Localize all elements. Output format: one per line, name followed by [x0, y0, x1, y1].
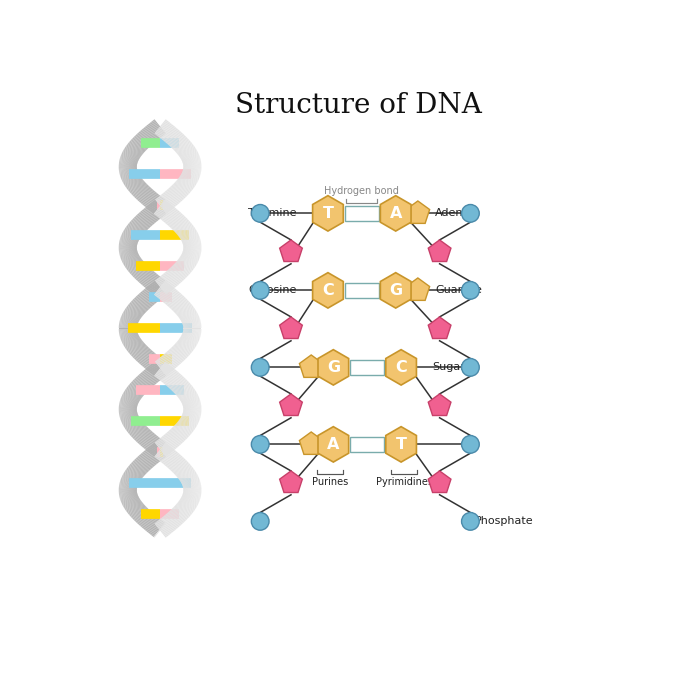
Polygon shape — [428, 394, 451, 416]
Polygon shape — [380, 272, 411, 308]
Text: G: G — [389, 283, 402, 298]
Polygon shape — [386, 350, 416, 385]
Polygon shape — [318, 427, 349, 462]
Polygon shape — [279, 394, 302, 416]
Text: Hydrogen bond: Hydrogen bond — [324, 186, 399, 197]
Text: A: A — [389, 206, 402, 221]
Circle shape — [251, 281, 269, 299]
Text: C: C — [395, 360, 407, 375]
Text: Cytosine: Cytosine — [248, 286, 296, 295]
Circle shape — [461, 512, 480, 530]
Text: Thymine: Thymine — [248, 209, 296, 218]
Text: T: T — [395, 437, 407, 452]
Polygon shape — [279, 317, 302, 339]
Text: C: C — [322, 283, 334, 298]
Text: Guanine: Guanine — [435, 286, 482, 295]
Circle shape — [251, 204, 269, 222]
Text: Sugar: Sugar — [433, 363, 466, 372]
Text: Purines: Purines — [312, 477, 349, 487]
Circle shape — [461, 358, 480, 376]
Text: Structure of DNA: Structure of DNA — [235, 92, 482, 119]
Polygon shape — [406, 278, 430, 300]
Circle shape — [461, 435, 480, 453]
Polygon shape — [380, 195, 411, 231]
Polygon shape — [300, 432, 323, 454]
Text: G: G — [327, 360, 340, 375]
Text: A: A — [327, 437, 340, 452]
Polygon shape — [313, 272, 343, 308]
Polygon shape — [318, 350, 349, 385]
Polygon shape — [406, 201, 430, 223]
Polygon shape — [279, 471, 302, 493]
Polygon shape — [428, 240, 451, 262]
Text: Phosphate: Phosphate — [475, 517, 533, 526]
Text: Adenine: Adenine — [435, 209, 481, 218]
FancyBboxPatch shape — [350, 360, 384, 375]
Circle shape — [251, 435, 269, 453]
Polygon shape — [279, 240, 302, 262]
Polygon shape — [300, 355, 323, 377]
Circle shape — [461, 204, 480, 222]
Text: Pyrimidines: Pyrimidines — [376, 477, 433, 487]
Polygon shape — [428, 317, 451, 339]
Polygon shape — [428, 471, 451, 493]
Circle shape — [251, 512, 269, 530]
FancyBboxPatch shape — [350, 437, 384, 452]
Polygon shape — [386, 427, 416, 462]
Polygon shape — [313, 195, 343, 231]
Text: T: T — [323, 206, 333, 221]
FancyBboxPatch shape — [345, 283, 379, 298]
FancyBboxPatch shape — [345, 206, 379, 221]
Circle shape — [251, 358, 269, 376]
Circle shape — [461, 281, 480, 299]
